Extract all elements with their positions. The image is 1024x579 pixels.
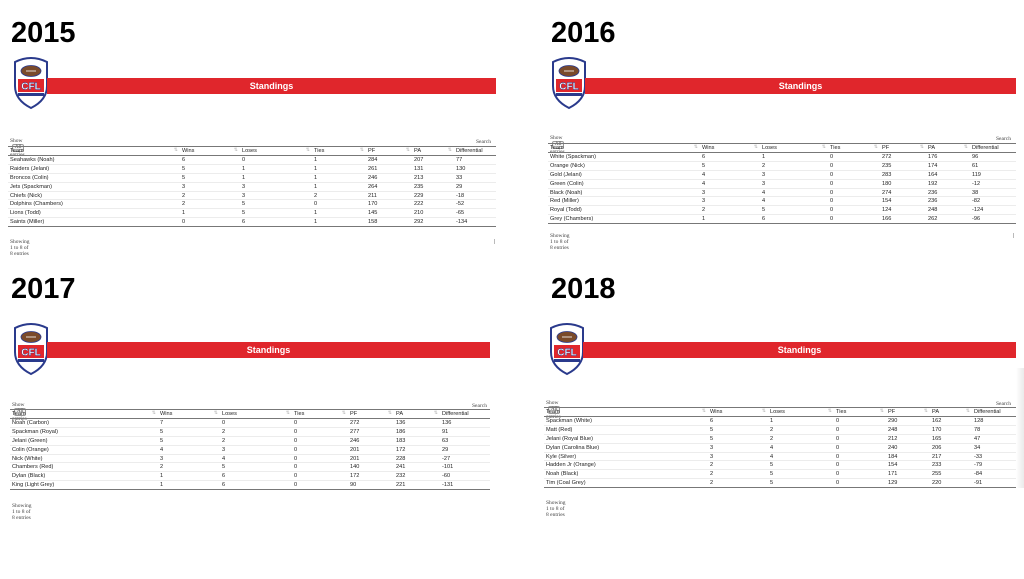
pagination[interactable]: |: [1013, 233, 1015, 239]
table-row: Jelani (Green) 5 2 0 246 183 63: [10, 436, 490, 446]
show-label: Show: [12, 402, 25, 408]
svg-text:CFL: CFL: [21, 82, 40, 93]
column-header-wins[interactable]: Wins ⇅: [708, 407, 768, 417]
column-header-loses[interactable]: Loses ⇅: [768, 407, 834, 417]
svg-text:CFL: CFL: [559, 82, 578, 93]
search-label[interactable]: Search: [472, 403, 487, 409]
standings-banner: Standings: [47, 78, 496, 94]
entries-info: Showing 1 to 8 of 8 entries: [546, 500, 566, 518]
year-heading: 2016: [551, 17, 616, 49]
table-row: Raiders (Jelani) 5 1 1 261 131 130: [8, 164, 496, 174]
standings-table: Team ⇅ Wins ⇅ Loses ⇅ Ties ⇅ PF ⇅ PA ⇅ Differe…: [8, 146, 496, 228]
table-row: Jelani (Royal Blue) 5 2 0 212 165 47: [544, 434, 1016, 444]
standings-banner: Standings: [47, 342, 490, 358]
column-header-pf[interactable]: PF ⇅: [348, 409, 394, 419]
column-header-ties[interactable]: Ties ⇅: [312, 146, 366, 156]
entries-info: Showing 1 to 8 of 8 entries: [12, 503, 32, 521]
table-row: Noah (Black) 2 5 0 171 255 -84: [544, 469, 1016, 480]
table-row: Matt (Red) 5 2 0 248 170 78: [544, 425, 1016, 435]
column-header-differential[interactable]: Differential: [454, 146, 496, 156]
table-row: Green (Colin) 4 3 0 180 192 -12: [548, 179, 1016, 189]
football-league-shield-logo-icon: CFL: [552, 57, 586, 110]
football-league-shield-logo-icon: CFL: [14, 57, 48, 110]
column-header-differential[interactable]: Differential: [440, 409, 490, 419]
show-label: Show: [550, 135, 563, 141]
column-header-ties[interactable]: Ties ⇅: [834, 407, 886, 417]
column-header-pf[interactable]: PF ⇅: [880, 143, 926, 153]
standings-banner: Standings: [585, 78, 1016, 94]
standings-table: Team ⇅ Wins ⇅ Loses ⇅ Ties ⇅ PF ⇅ PA ⇅ Differe…: [10, 409, 490, 491]
table-row: Chiefs (Nick) 2 3 2 211 229 -18: [8, 191, 496, 201]
svg-text:CFL: CFL: [21, 348, 40, 359]
table-row: Dylan (Carolina Blue) 3 4 0 240 206 34: [544, 443, 1016, 453]
table-row: Noah (Carbon) 7 0 0 272 136 136: [10, 418, 490, 428]
pagination[interactable]: |: [494, 239, 496, 245]
standings-banner: Standings: [583, 342, 1016, 358]
column-header-loses[interactable]: Loses ⇅: [240, 146, 312, 156]
column-header-team[interactable]: Team ⇅: [8, 146, 180, 156]
column-header-pf[interactable]: PF ⇅: [886, 407, 930, 417]
table-row: Orange (Nick) 5 2 0 235 174 61: [548, 161, 1016, 171]
table-row: White (Spackman) 6 1 0 272 176 96: [548, 152, 1016, 162]
table-row: Kyle (Silver) 3 4 0 184 217 -33: [544, 452, 1016, 462]
table-row: Tim (Coal Grey) 2 5 0 129 220 -91: [544, 478, 1016, 489]
table-row: Spackman (Royal) 5 2 0 277 186 91: [10, 427, 490, 437]
entries-info: Showing 1 to 8 of 8 entries: [550, 233, 570, 251]
column-header-wins[interactable]: Wins ⇅: [700, 143, 760, 153]
column-header-team[interactable]: Team ⇅: [548, 143, 700, 153]
table-row: Gold (Jelani) 4 3 0 283 164 119: [548, 170, 1016, 180]
table-row: Black (Noah) 3 4 0 274 236 38: [548, 188, 1016, 198]
column-header-pa[interactable]: PA ⇅: [394, 409, 440, 419]
show-label: Show: [10, 138, 23, 144]
column-header-ties[interactable]: Ties ⇅: [292, 409, 348, 419]
show-label: Show: [546, 400, 559, 406]
search-label[interactable]: Search: [996, 136, 1011, 142]
table-row: Nick (White) 3 4 0 201 228 -27: [10, 454, 490, 464]
column-header-pa[interactable]: PA ⇅: [926, 143, 970, 153]
column-header-loses[interactable]: Loses ⇅: [760, 143, 828, 153]
search-label[interactable]: Search: [476, 139, 491, 145]
page-edge-shadow: [1016, 368, 1024, 488]
year-heading: 2015: [11, 17, 76, 49]
entries-info: Showing 1 to 8 of 8 entries: [10, 239, 30, 257]
column-header-wins[interactable]: Wins ⇅: [180, 146, 240, 156]
table-row: Royal (Todd) 2 5 0 124 248 -124: [548, 205, 1016, 216]
column-header-differential[interactable]: Differential: [970, 143, 1016, 153]
table-row: Hadden Jr (Orange) 2 5 0 154 233 -79: [544, 460, 1016, 471]
column-header-pf[interactable]: PF ⇅: [366, 146, 412, 156]
table-row: Spackman (White) 6 1 0 290 162 128: [544, 416, 1016, 426]
table-row: Red (Miller) 3 4 0 154 236 -82: [548, 196, 1016, 207]
column-header-loses[interactable]: Loses ⇅: [220, 409, 292, 419]
column-header-pa[interactable]: PA ⇅: [412, 146, 454, 156]
table-row: Seahawks (Noah) 6 0 1 284 207 77: [8, 155, 496, 165]
column-header-wins[interactable]: Wins ⇅: [158, 409, 220, 419]
standings-table: Team ⇅ Wins ⇅ Loses ⇅ Ties ⇅ PF ⇅ PA ⇅ Differe…: [544, 407, 1016, 489]
column-header-pa[interactable]: PA ⇅: [930, 407, 972, 417]
table-row: Dylan (Black) 1 6 0 172 232 -60: [10, 471, 490, 482]
column-header-team[interactable]: Team ⇅: [544, 407, 708, 417]
search-label[interactable]: Search: [996, 401, 1011, 407]
svg-text:CFL: CFL: [557, 348, 576, 359]
table-row: Jets (Spackman) 3 3 1 264 235 29: [8, 182, 496, 192]
column-header-ties[interactable]: Ties ⇅: [828, 143, 880, 153]
column-header-team[interactable]: Team ⇅: [10, 409, 158, 419]
table-row: Chambers (Red) 2 5 0 140 241 -101: [10, 462, 490, 473]
football-league-shield-logo-icon: CFL: [550, 323, 584, 376]
table-row: Dolphins (Chambers) 2 5 0 170 222 -52: [8, 199, 496, 210]
table-row: Colin (Orange) 4 3 0 201 172 29: [10, 445, 490, 455]
table-row: Broncos (Colin) 5 1 1 246 213 33: [8, 173, 496, 183]
table-row: Saints (Miller) 0 6 1 158 292 -134: [8, 217, 496, 228]
year-heading: 2018: [551, 273, 616, 305]
football-league-shield-logo-icon: CFL: [14, 323, 48, 376]
table-row: King (Light Grey) 1 6 0 90 221 -131: [10, 480, 490, 491]
year-heading: 2017: [11, 273, 76, 305]
table-row: Lions (Todd) 1 5 1 145 210 -65: [8, 208, 496, 219]
standings-table: Team ⇅ Wins ⇅ Loses ⇅ Ties ⇅ PF ⇅ PA ⇅ Differe…: [548, 143, 1016, 225]
column-header-differential[interactable]: Differential: [972, 407, 1016, 417]
table-row: Grey (Chambers) 1 6 0 166 262 -96: [548, 214, 1016, 225]
